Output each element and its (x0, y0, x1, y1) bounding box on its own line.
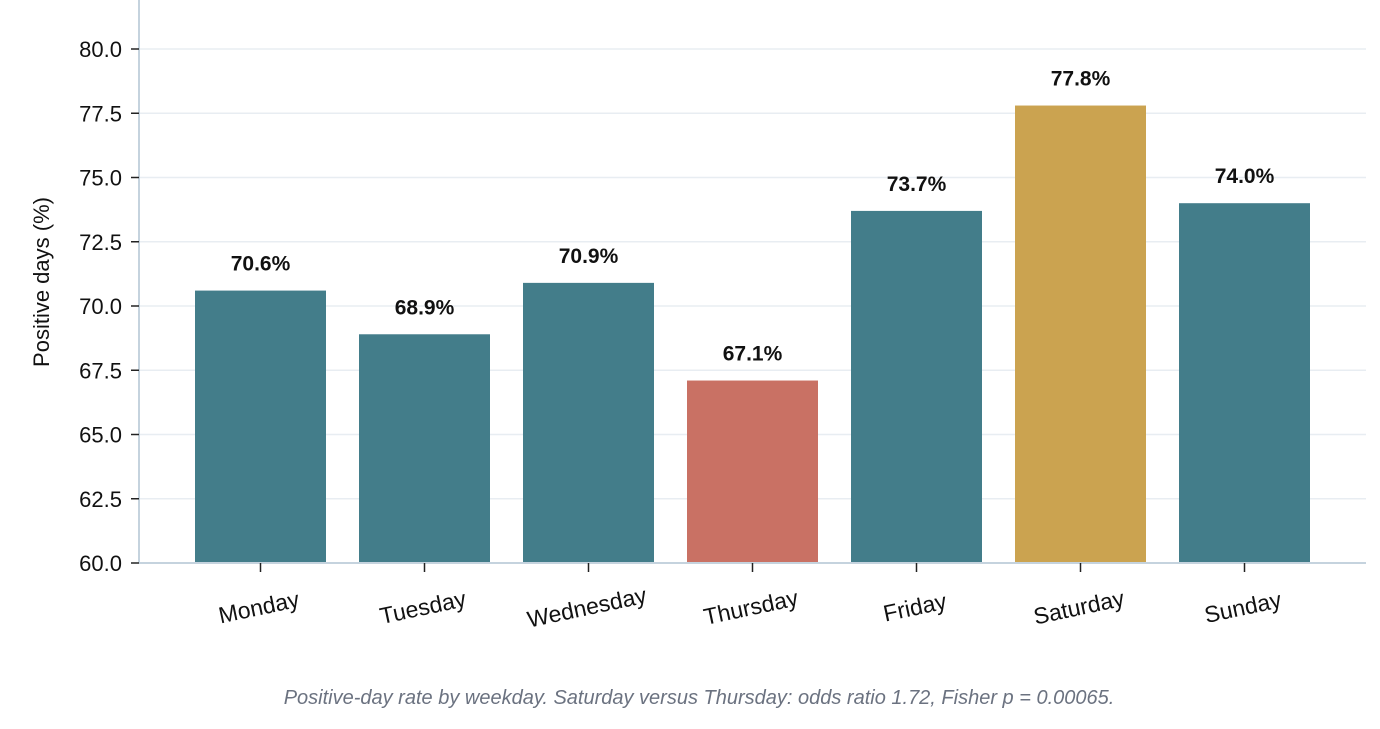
y-tick-label: 62.5 (79, 487, 122, 512)
bar-tuesday (359, 334, 490, 563)
bar-saturday (1015, 105, 1146, 563)
y-axis-title: Positive days (%) (29, 197, 54, 367)
grid-lines (139, 48, 1366, 500)
x-tick-label-thursday: Thursday (701, 584, 801, 629)
y-tick-label: 77.5 (79, 101, 122, 126)
y-tick-label: 60.0 (79, 551, 122, 576)
data-labels: 70.6% 68.9% 70.9% 67.1% 73.7% 77.8% 74.0% (231, 68, 1275, 366)
data-label-thursday: 67.1% (723, 343, 783, 366)
bars (195, 105, 1310, 563)
x-tick-label-sunday: Sunday (1202, 586, 1284, 628)
data-label-saturday: 77.8% (1051, 68, 1111, 91)
x-axis-ticks: Monday Tuesday Wednesday Thursday Friday Satu… (216, 563, 1284, 632)
bar-thursday (687, 380, 818, 563)
x-tick-label-tuesday: Tuesday (377, 585, 468, 629)
y-tick-label: 80.0 (79, 37, 122, 62)
x-tick-label-saturday: Saturday (1031, 585, 1127, 630)
data-label-monday: 70.6% (231, 253, 291, 276)
bar-friday (851, 210, 982, 563)
data-label-sunday: 74.0% (1215, 165, 1275, 188)
data-label-friday: 73.7% (887, 173, 947, 196)
y-tick-label: 67.5 (79, 358, 122, 383)
y-tick-label: 75.0 (79, 166, 122, 191)
y-tick-label: 70.0 (79, 294, 122, 319)
data-label-wednesday: 70.9% (559, 245, 619, 268)
y-tick-label: 65.0 (79, 423, 122, 448)
chart-caption: Positive-day rate by weekday. Saturday v… (284, 687, 1115, 709)
x-tick-label-friday: Friday (881, 588, 949, 627)
bar-wednesday (523, 282, 654, 563)
x-tick-label-wednesday: Wednesday (525, 582, 649, 633)
data-label-tuesday: 68.9% (395, 296, 455, 319)
x-tick-label-monday: Monday (216, 586, 302, 629)
y-axis-ticks: 60.0 62.5 65.0 67.5 70.0 72.5 75.0 77.5 80.0 (79, 37, 139, 576)
bar-monday (195, 290, 326, 563)
bar-sunday (1179, 203, 1310, 563)
y-tick-label: 72.5 (79, 230, 122, 255)
